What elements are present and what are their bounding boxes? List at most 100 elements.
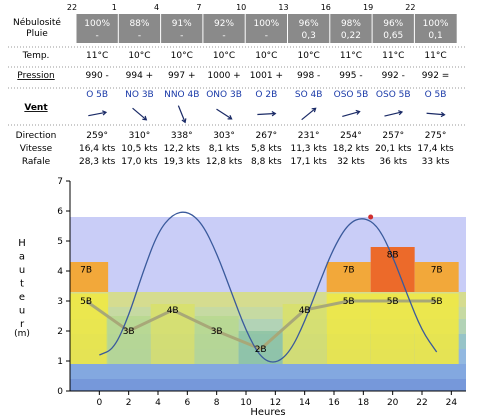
- temperature-value: 11°C: [424, 51, 446, 61]
- gust-bar: [70, 262, 109, 292]
- direction-value: 338°: [171, 131, 193, 141]
- direction-value: 267°: [256, 131, 278, 141]
- row-label-temp: Temp.: [22, 51, 50, 61]
- temperature-value: 10°C: [128, 51, 150, 61]
- row-label-cloud: Nébulosité: [13, 17, 61, 28]
- x-tick-label: 10: [240, 398, 252, 408]
- gust-value: 17,0 kts: [121, 157, 158, 167]
- arrow-head: [311, 107, 317, 113]
- gust-bar: [326, 262, 371, 292]
- cloud-cover-value: 88%: [129, 19, 149, 29]
- wind-beaufort-label: 3B: [211, 327, 223, 337]
- wind-beaufort-label: 5B: [431, 297, 443, 307]
- cloud-cover-value: 96%: [383, 19, 403, 29]
- y-axis-title-letter: u: [19, 306, 25, 317]
- gust-value: 19,3 kts: [164, 157, 201, 167]
- row-label-pressure: Pression: [17, 71, 54, 81]
- cloud-cover-value: 96%: [299, 19, 319, 29]
- wind-direction-arrow-icon: [257, 111, 277, 117]
- arrow-head: [142, 115, 148, 121]
- rain-value: -: [265, 31, 268, 41]
- x-tick-label: 12: [270, 398, 281, 408]
- rain-value: -: [180, 31, 183, 41]
- temperature-value: 10°C: [255, 51, 277, 61]
- y-tick-label: 6: [57, 207, 63, 217]
- wind-direction-arrow-icon: [301, 107, 317, 121]
- direction-value: 257°: [382, 131, 404, 141]
- row-label-rain: Pluie: [26, 29, 48, 39]
- y-axis-title-letter: t: [20, 279, 24, 290]
- arrow-head: [102, 110, 108, 116]
- wind-label: ONO 3B: [206, 90, 242, 100]
- pressure-value: 997 +: [168, 71, 196, 81]
- cloud-cover-value: 100%: [84, 19, 110, 29]
- plot-top-area: [70, 181, 466, 217]
- y-tick-label: 2: [57, 327, 63, 337]
- x-axis-title: Heures: [250, 407, 285, 418]
- x-tick-label: 6: [184, 398, 190, 408]
- wind-bar: [282, 304, 327, 364]
- y-tick-label: 3: [57, 297, 63, 307]
- y-tick-label: 7: [57, 177, 63, 187]
- cloud-rain-band: [76, 14, 457, 43]
- x-tick-label: 18: [358, 398, 370, 408]
- temperature-value: 11°C: [340, 51, 362, 61]
- arrow-head: [271, 111, 277, 117]
- x-tick-label: 24: [446, 398, 458, 408]
- wind-direction-arrow-icon: [426, 111, 446, 118]
- wind-label: SO 4B: [295, 90, 323, 100]
- wind-beaufort-label: 5B: [80, 297, 92, 307]
- header-hour-label: 10: [236, 3, 246, 12]
- direction-value: 231°: [298, 131, 320, 141]
- arrow-shaft: [384, 111, 403, 117]
- row-label-gust: Rafale: [22, 157, 51, 167]
- gust-value: 32 kts: [337, 157, 365, 167]
- gust-beaufort-label: 7B: [431, 266, 443, 276]
- header-hour-label: 13: [278, 3, 288, 12]
- gust-value: 8,8 kts: [251, 157, 282, 167]
- x-tick-label: 4: [155, 398, 161, 408]
- y-axis-title-letter: u: [19, 265, 25, 276]
- speed-value: 5,8 kts: [251, 144, 282, 154]
- header-hour-label: 4: [154, 3, 159, 12]
- wind-label: NO 3B: [125, 90, 154, 100]
- temperature-value: 11°C: [382, 51, 404, 61]
- temperature-value: 11°C: [86, 51, 108, 61]
- rain-value: -: [138, 31, 141, 41]
- wind-beaufort-label: 3B: [123, 327, 135, 337]
- direction-value: 254°: [340, 131, 362, 141]
- x-tick-label: 14: [299, 398, 311, 408]
- direction-value: 310°: [129, 131, 151, 141]
- rain-value: -: [96, 31, 99, 41]
- header-hour-label: 1: [112, 3, 117, 12]
- wind-direction-arrow-icon: [342, 109, 361, 118]
- gust-bar: [370, 247, 415, 292]
- wind-bar: [70, 293, 109, 364]
- arrow-shaft: [132, 107, 147, 121]
- x-tick-label: 16: [328, 398, 340, 408]
- arrow-head: [227, 115, 233, 120]
- y-tick-label: 5: [57, 237, 63, 247]
- pressure-value: 994 +: [126, 71, 154, 81]
- wind-label: O 2B: [255, 90, 277, 100]
- arrow-shaft: [426, 112, 445, 116]
- header-hour-label: 19: [363, 3, 373, 12]
- speed-value: 11,3 kts: [290, 144, 327, 154]
- gust-beaufort-label: 7B: [80, 266, 92, 276]
- row-label-direction: Direction: [16, 131, 57, 141]
- x-tick-label: 22: [416, 398, 427, 408]
- wind-label: OSO 5B: [334, 90, 369, 100]
- wind-direction-arrow-icon: [88, 110, 108, 117]
- rain-value: -: [222, 31, 225, 41]
- x-tick-label: 2: [126, 398, 132, 408]
- pressure-value: 1001 +: [250, 71, 283, 81]
- arrow-head: [355, 109, 361, 115]
- speed-value: 16,4 kts: [79, 144, 116, 154]
- y-tick-label: 4: [57, 267, 63, 277]
- y-axis-title-letter: e: [19, 292, 25, 303]
- beaufort-band: [70, 379, 466, 391]
- wind-direction-arrow-icon: [216, 108, 233, 120]
- wind-label: OSO 5B: [376, 90, 411, 100]
- y-tick-label: 0: [57, 387, 63, 397]
- rain-value: 0,1: [428, 31, 442, 41]
